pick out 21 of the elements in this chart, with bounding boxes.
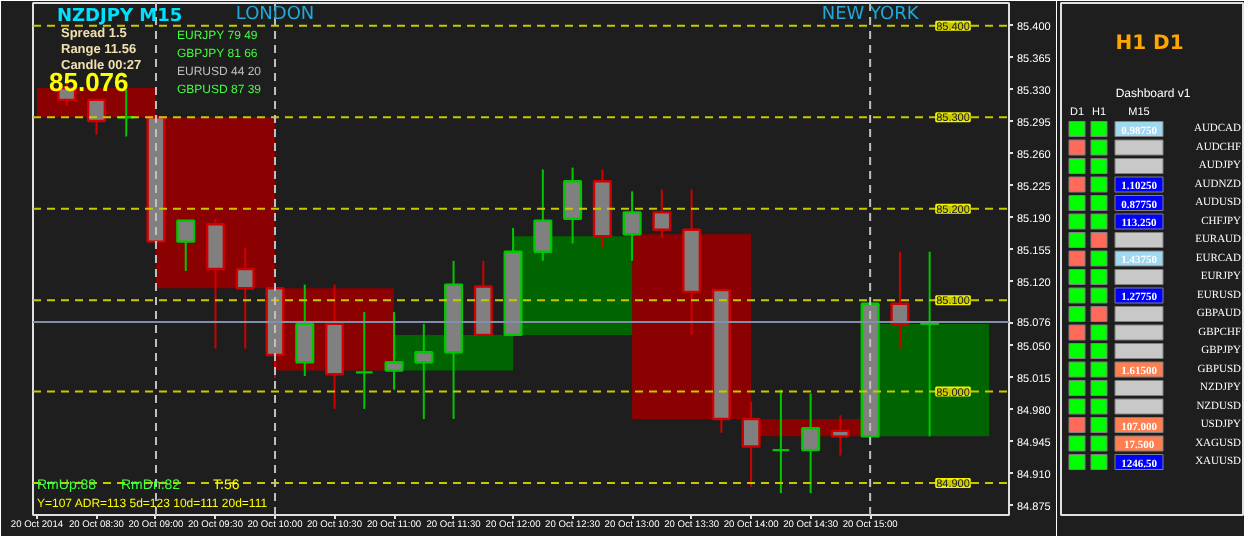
candlestick: [801, 392, 821, 495]
ref-line-label: LONDON: [235, 5, 315, 25]
candlestick: [771, 388, 791, 495]
candlestick: [384, 311, 404, 391]
candlestick: [622, 190, 642, 262]
candlestick: [652, 188, 672, 239]
candlestick: [414, 322, 434, 420]
annotation: 85.076: [49, 67, 129, 97]
candlestick: [235, 247, 255, 350]
text: H1 D1: [1115, 33, 1184, 55]
candlestick: [354, 311, 374, 410]
candlestick: [295, 283, 315, 378]
chart-title: NZDJPY M15: [57, 7, 183, 27]
candlestick: [741, 400, 761, 488]
candlestick: [86, 98, 107, 136]
candlestick: [533, 168, 553, 262]
ref-line-label: NEW YORK: [821, 5, 921, 25]
candlestick: [830, 414, 850, 457]
candlestick: [205, 217, 226, 350]
candlestick: [176, 219, 196, 272]
candlestick: [563, 166, 583, 245]
